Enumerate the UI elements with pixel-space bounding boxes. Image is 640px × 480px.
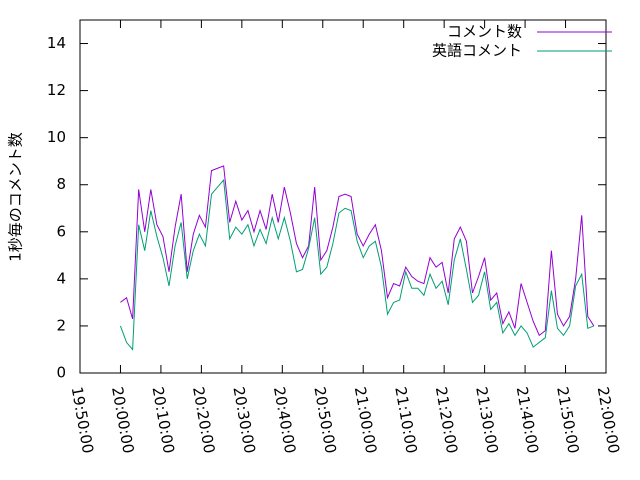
plot-border	[79, 19, 607, 374]
y-tick-label: 12	[47, 81, 66, 99]
y-tick-label: 0	[56, 364, 66, 382]
legend-label: 英語コメント	[432, 42, 522, 60]
y-tick-label: 14	[47, 34, 66, 52]
series-line	[119, 178, 595, 351]
y-tick-label: 2	[56, 316, 66, 334]
y-axis-label: 1秒毎のコメント数	[7, 132, 25, 262]
y-tick-label: 10	[47, 128, 66, 146]
series-line	[120, 165, 595, 337]
legend-label: コメント数	[447, 23, 522, 41]
y-tick-label: 4	[56, 269, 66, 287]
y-tick-label: 8	[56, 175, 66, 193]
y-tick-label: 6	[56, 222, 66, 240]
